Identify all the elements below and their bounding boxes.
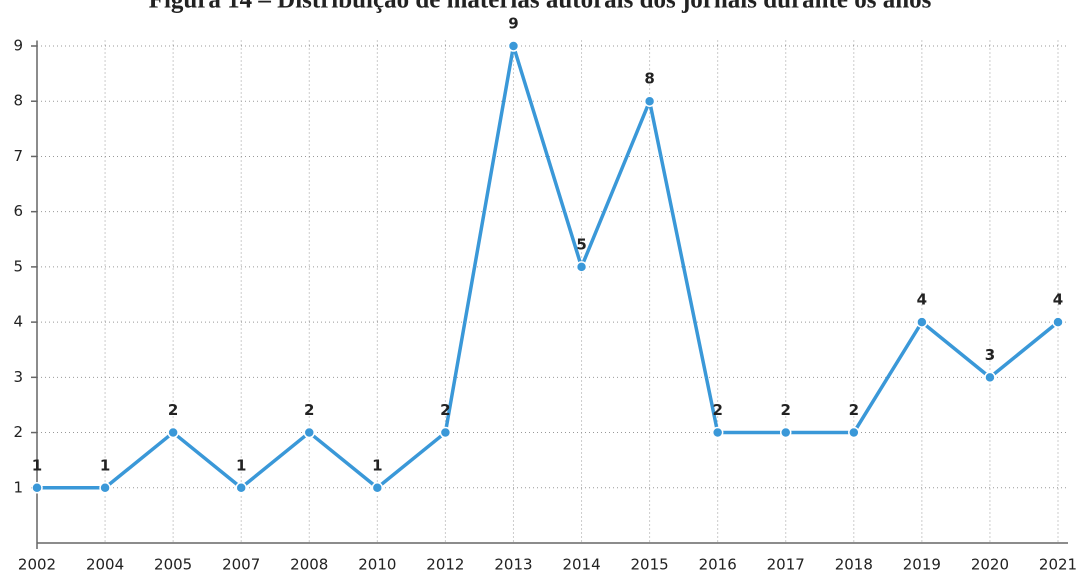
y-tick-label: 4: [13, 313, 23, 331]
chart-title: Figura 14 – Distribuição de matérias aut…: [149, 0, 932, 14]
point: [235, 482, 247, 494]
data-label: 1: [32, 456, 42, 474]
x-tick-label: 2020: [971, 556, 1009, 574]
point: [984, 371, 996, 384]
y-tick-label: 3: [13, 368, 23, 386]
x-tick-label: 2008: [290, 556, 328, 574]
point: [779, 426, 792, 439]
point: [507, 40, 520, 52]
x-tick-label: 2004: [86, 556, 124, 574]
x-tick-label: 2018: [835, 556, 873, 574]
point: [99, 482, 111, 494]
point: [303, 426, 316, 439]
data-label: 1: [100, 456, 110, 474]
point: [711, 426, 724, 439]
x-tick-label: 2012: [426, 556, 464, 574]
data-label: 4: [917, 291, 927, 309]
data-label: 2: [712, 401, 722, 419]
x-tick-label: 2013: [494, 556, 532, 574]
data-label: 3: [985, 346, 995, 364]
y-tick-label: 7: [13, 147, 23, 165]
data-label: 2: [440, 401, 450, 419]
point: [167, 426, 179, 439]
point: [31, 482, 43, 494]
data-label: 2: [781, 401, 791, 419]
x-tick-label: 2015: [631, 556, 669, 574]
point: [643, 95, 656, 107]
line: [37, 44, 1060, 490]
x-tick-label: 2002: [18, 556, 56, 574]
point: [371, 482, 384, 494]
x-tick-label: 2007: [222, 556, 260, 574]
x-tick-label: 2017: [767, 556, 805, 574]
point: [1052, 316, 1064, 328]
x-tick-label: 2016: [699, 556, 737, 574]
data-label: 8: [644, 70, 654, 88]
data-label: 2: [304, 401, 314, 419]
data-label: 1: [372, 456, 382, 474]
point: [848, 426, 860, 439]
x-tick-label: 2014: [562, 556, 600, 574]
y-tick-label: 9: [13, 37, 23, 55]
x-tick-label: 2019: [903, 556, 941, 574]
x-tick-label: 2021: [1039, 556, 1077, 574]
data-label: 4: [1053, 291, 1063, 309]
data-label: 9: [508, 15, 518, 33]
x-tick-label: 2010: [358, 556, 396, 574]
y-tick-label: 8: [13, 92, 23, 110]
y-tick-label: 6: [13, 202, 23, 220]
point: [916, 316, 928, 328]
y-tick-label: 5: [13, 257, 23, 275]
data-label: 2: [168, 401, 178, 419]
data-label: 1: [236, 456, 246, 474]
data-label: 2: [849, 401, 859, 419]
y-tick-label: 1: [13, 478, 23, 496]
point: [575, 261, 588, 273]
data-label: 5: [576, 235, 586, 253]
x-tick-label: 2005: [154, 556, 192, 574]
point: [439, 426, 452, 439]
y-tick-label: 2: [13, 423, 23, 441]
